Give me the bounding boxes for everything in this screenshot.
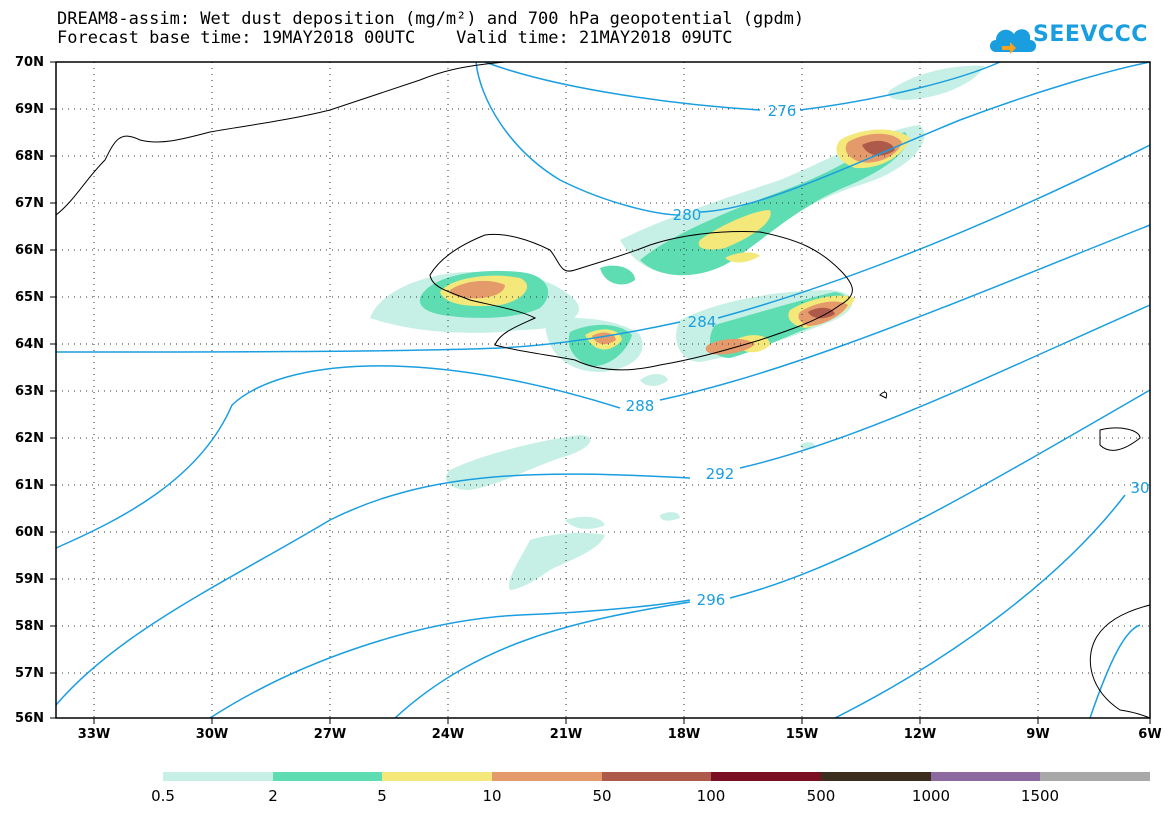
- dust-shading: [370, 65, 985, 590]
- colorbar-segment: [821, 772, 931, 781]
- lon-label-9w: 9W: [1026, 727, 1050, 742]
- lon-label-21w: 21W: [549, 727, 583, 742]
- lat-label-67n: 67N: [15, 196, 44, 211]
- lat-label-60n: 60N: [15, 525, 44, 540]
- colorbar-label: 50: [592, 787, 612, 805]
- contour-label-276: 276: [768, 102, 797, 120]
- lon-label-30w: 30W: [195, 727, 229, 742]
- lat-label-63n: 63N: [15, 384, 44, 399]
- colorbar-label: 500: [806, 787, 836, 805]
- lon-label-24w: 24W: [431, 727, 465, 742]
- colorbar-segment: [1040, 772, 1151, 781]
- lat-label-59n: 59N: [15, 572, 44, 587]
- logo-text: SEEVCCC: [1033, 22, 1148, 47]
- contour-label-288: 288: [626, 397, 655, 415]
- coastlines: [55, 61, 1151, 719]
- colorbar-segment: [163, 772, 273, 781]
- colorbar: [163, 772, 1151, 781]
- contour-labels: 276 280 284 288 292 296 30: [626, 102, 1150, 609]
- colorbar-segment: [272, 772, 383, 781]
- axis-ticks: [50, 61, 1151, 724]
- map-title: DREAM8-assim: Wet dust deposition (mg/m²…: [57, 9, 805, 29]
- lat-label-65n: 65N: [15, 290, 44, 305]
- lat-label-57n: 57N: [15, 666, 44, 681]
- map-frame: [55, 61, 1151, 719]
- colorbar-segment: [601, 772, 712, 781]
- lat-label-69n: 69N: [15, 102, 44, 117]
- contour-label-292: 292: [706, 465, 735, 483]
- colorbar-segment: [382, 772, 493, 781]
- lon-label-18w: 18W: [667, 727, 701, 742]
- lat-label-66n: 66N: [15, 243, 44, 258]
- colorbar-label: 0.5: [151, 787, 175, 805]
- colorbar-label: 1500: [1020, 787, 1060, 805]
- contour-label-296: 296: [697, 591, 726, 609]
- lat-label-68n: 68N: [15, 149, 44, 164]
- colorbar-label: 100: [696, 787, 726, 805]
- map-subtitle: Forecast base time: 19MAY2018 00UTC Vali…: [57, 28, 733, 48]
- cloud-icon: [990, 29, 1036, 54]
- colorbar-label: 2: [268, 787, 278, 805]
- lat-label-70n: 70N: [15, 55, 44, 70]
- lon-label-27w: 27W: [313, 727, 347, 742]
- lat-label-56n: 56N: [15, 711, 44, 726]
- lat-label-62n: 62N: [15, 431, 44, 446]
- colorbar-label: 5: [377, 787, 387, 805]
- map-canvas: 276 280 284 288 292 296 30: [50, 61, 1151, 724]
- contour-label-284: 284: [688, 313, 717, 331]
- geopotential-contours: [55, 61, 1151, 719]
- colorbar-segment: [492, 772, 602, 781]
- contour-label-300: 30: [1130, 479, 1149, 497]
- graticule: [56, 62, 1150, 722]
- colorbar-segment: [711, 772, 822, 781]
- lat-label-64n: 64N: [15, 337, 44, 352]
- lat-label-58n: 58N: [15, 619, 44, 634]
- lat-label-61n: 61N: [15, 478, 44, 493]
- lon-label-33w: 33W: [77, 727, 111, 742]
- lon-label-12w: 12W: [903, 727, 937, 742]
- colorbar-label: 1000: [911, 787, 951, 805]
- contour-label-280: 280: [673, 206, 702, 224]
- colorbar-segment: [930, 772, 1041, 781]
- colorbar-label: 10: [482, 787, 502, 805]
- lon-label-6w: 6W: [1138, 727, 1162, 742]
- lon-label-15w: 15W: [785, 727, 819, 742]
